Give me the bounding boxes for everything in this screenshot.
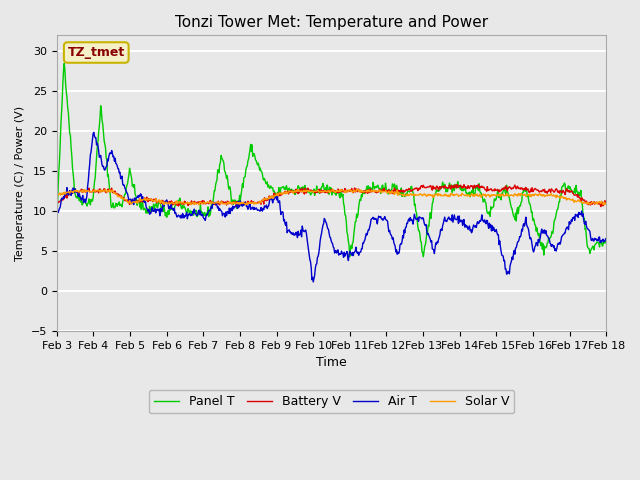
- Battery V: [387, 190, 394, 195]
- Solar V: [53, 193, 61, 199]
- Air T: [527, 237, 535, 243]
- Air T: [310, 279, 317, 285]
- Battery V: [597, 204, 605, 209]
- Panel T: [404, 189, 412, 194]
- Solar V: [602, 200, 610, 205]
- Y-axis label: Temperature (C) / Power (V): Temperature (C) / Power (V): [15, 106, 25, 261]
- Air T: [53, 213, 61, 218]
- Solar V: [404, 192, 412, 198]
- Panel T: [53, 219, 61, 225]
- Battery V: [372, 188, 380, 194]
- Line: Air T: Air T: [57, 132, 606, 282]
- Solar V: [86, 189, 94, 194]
- Panel T: [387, 187, 395, 193]
- Battery V: [86, 189, 94, 194]
- Panel T: [471, 192, 479, 198]
- Panel T: [420, 254, 428, 260]
- Line: Battery V: Battery V: [57, 184, 606, 206]
- Panel T: [602, 240, 610, 246]
- Battery V: [403, 187, 411, 193]
- Air T: [86, 152, 94, 157]
- Panel T: [60, 60, 68, 66]
- Air T: [388, 234, 396, 240]
- Legend: Panel T, Battery V, Air T, Solar V: Panel T, Battery V, Air T, Solar V: [149, 390, 514, 413]
- Solar V: [373, 189, 381, 194]
- Air T: [373, 221, 381, 227]
- X-axis label: Time: Time: [316, 356, 347, 369]
- Line: Solar V: Solar V: [57, 189, 606, 205]
- Text: TZ_tmet: TZ_tmet: [68, 46, 125, 59]
- Panel T: [527, 210, 535, 216]
- Solar V: [329, 186, 337, 192]
- Battery V: [470, 182, 478, 188]
- Air T: [471, 224, 479, 230]
- Battery V: [53, 199, 61, 205]
- Solar V: [388, 188, 396, 194]
- Battery V: [527, 186, 534, 192]
- Air T: [602, 236, 610, 242]
- Air T: [90, 130, 98, 135]
- Air T: [404, 217, 412, 223]
- Battery V: [602, 201, 610, 207]
- Solar V: [527, 193, 535, 199]
- Battery V: [453, 181, 461, 187]
- Solar V: [471, 192, 479, 197]
- Title: Tonzi Tower Met: Temperature and Power: Tonzi Tower Met: Temperature and Power: [175, 15, 488, 30]
- Panel T: [87, 197, 95, 203]
- Line: Panel T: Panel T: [57, 63, 606, 257]
- Solar V: [187, 202, 195, 208]
- Panel T: [372, 185, 380, 191]
